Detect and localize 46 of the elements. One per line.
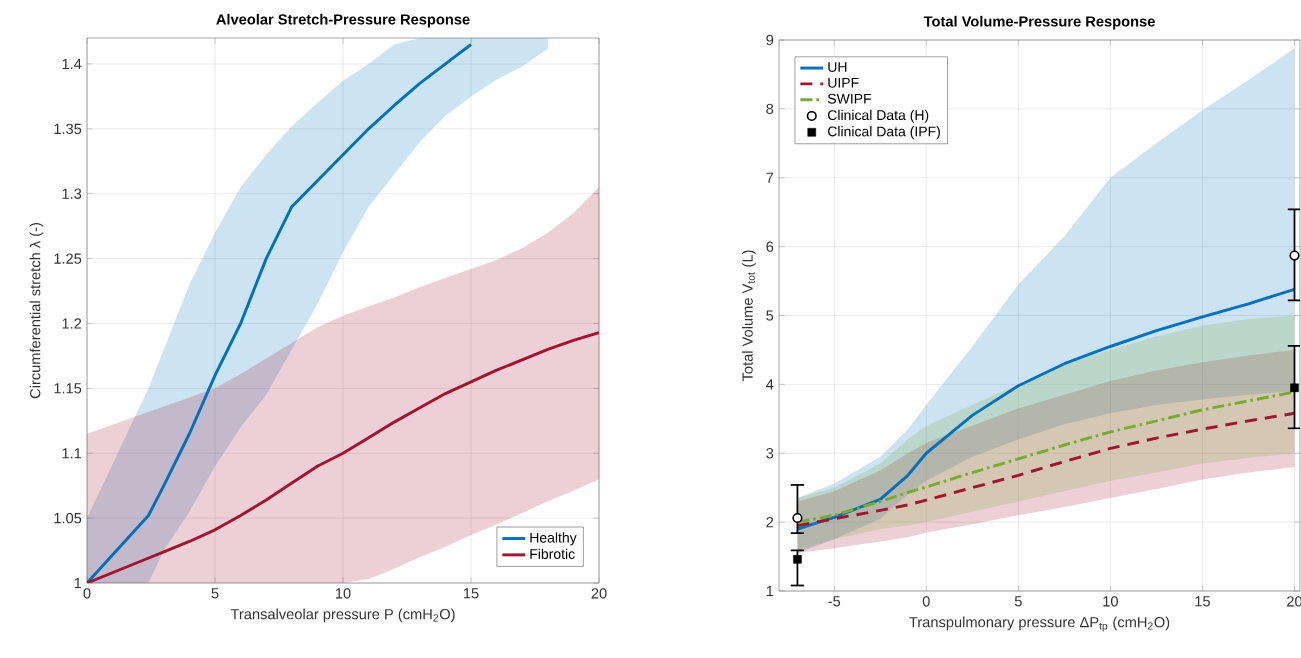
y-tick-label: 1.2 [62, 318, 82, 329]
x-axis-title: Transpulmonary pressure ΔP$_{tp}$ (cmH$_{2}$O) [909, 616, 1170, 632]
x-tick-label: 15 [1195, 596, 1210, 607]
x-tick-label: 10 [1103, 596, 1118, 607]
y-tick-label: 1.3 [62, 188, 82, 199]
y-tick-label: 4 [766, 379, 774, 390]
legend-label: Healthy [530, 532, 577, 546]
x-tick-label: 0 [83, 588, 91, 599]
chart-title: Alveolar Stretch-Pressure Response [216, 13, 470, 28]
x-tick-label: 15 [463, 588, 479, 599]
point [1290, 383, 1299, 393]
y-tick-label: 1.4 [62, 58, 82, 69]
y-tick-label: 1 [766, 585, 774, 597]
y-tick-label: 6 [766, 241, 774, 252]
legend-label: Clinical Data (H) [827, 109, 929, 123]
y-tick-label: 1.1 [62, 448, 82, 459]
y-tick-label: 3 [766, 448, 774, 459]
y-tick-label: 2 [766, 517, 774, 528]
chart-title: Total Volume-Pressure Response [923, 15, 1155, 30]
y-tick-label: 7 [766, 172, 774, 183]
x-tick-label: 10 [335, 588, 351, 599]
y-tick-label: 1.05 [54, 512, 82, 524]
legend-label: Fibrotic [530, 548, 575, 559]
y-tick-label: 1.35 [54, 123, 82, 135]
x-tick-label: -5 [828, 596, 841, 607]
y-tick-label: 1 [74, 577, 82, 589]
y-axis-title: Total Volume V$_{tot}$ (L) [742, 250, 756, 382]
y-tick-label: 8 [766, 103, 774, 115]
y-tick-label: 5 [766, 310, 774, 321]
x-tick-label: 5 [211, 588, 219, 599]
x-tick-label: 20 [591, 588, 607, 599]
legend-label: SWIPF [827, 93, 872, 104]
x-tick-label: 5 [1014, 596, 1022, 607]
y-tick-label: 1.25 [54, 253, 82, 264]
point [792, 512, 803, 524]
y-tick-label: 9 [766, 34, 774, 46]
line-series [795, 287, 1296, 531]
x-axis-title: Transalveolar pressure P (cmH$_{2}$O) [230, 608, 455, 623]
point [793, 555, 802, 564]
legend-label: Clinical Data (IPF) [827, 126, 940, 140]
legend-label: UIPF [828, 77, 859, 88]
x-tick-label: 0 [922, 596, 930, 607]
legend-label: UH [828, 62, 847, 72]
y-axis-title: Circumferential stretch λ (-) [29, 223, 44, 399]
y-tick-label: 1.15 [54, 383, 82, 394]
line-series [87, 43, 473, 583]
